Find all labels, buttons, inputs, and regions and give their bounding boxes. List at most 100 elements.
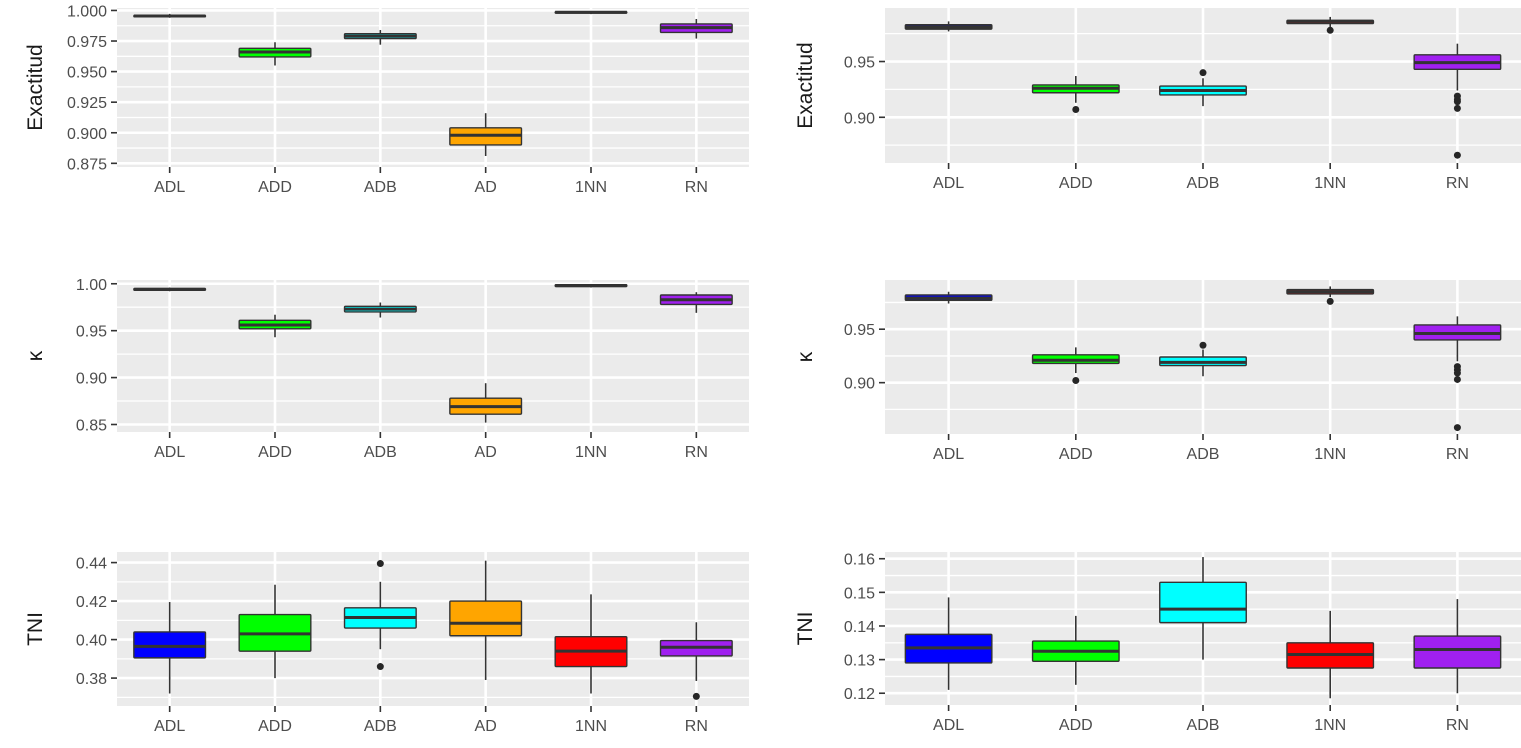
- x-tick-label: ADB: [1187, 717, 1220, 734]
- x-tick-label: ADD: [258, 179, 292, 196]
- y-tick-label: 0.900: [67, 126, 107, 143]
- box-ADD: [238, 584, 312, 679]
- y-tick-label: 0.13: [844, 653, 875, 670]
- x-tick-label: ADL: [933, 175, 964, 192]
- x-tick-label: RN: [685, 179, 708, 196]
- outlier-point: [1453, 151, 1461, 159]
- y-tick-label: 0.90: [76, 371, 107, 388]
- box-ADL: [133, 13, 207, 18]
- box-1NN: [554, 283, 628, 288]
- box-ADD: [1031, 347, 1120, 385]
- box-ADD: [238, 314, 312, 338]
- x-tick-label: AD: [475, 179, 497, 196]
- box-AD: [449, 560, 523, 681]
- x-tick-label: ADB: [1187, 175, 1220, 192]
- box-RN: [659, 292, 733, 313]
- box-1NN: [1286, 286, 1375, 305]
- box-ADB: [1159, 69, 1247, 107]
- panel-background: [117, 552, 749, 706]
- panel-6: 0.12 0.13 0.14 0.15 0.16 ADL ADD ADB 1NN RN TNI: [794, 552, 1521, 734]
- y-tick-label: 0.12: [844, 686, 875, 703]
- box-ADL: [133, 287, 207, 292]
- outlier-point: [376, 663, 384, 671]
- box-1NN: [554, 594, 628, 694]
- y-tick-label: 0.875: [67, 156, 107, 173]
- x-tick-label: RN: [685, 444, 708, 461]
- y-tick-label: 1.000: [67, 3, 107, 20]
- box-1NN: [1286, 16, 1375, 34]
- y-axis-title: TNI: [24, 612, 47, 646]
- box-AD: [449, 113, 523, 156]
- y-tick-label: 0.90: [844, 376, 875, 393]
- x-tick-label: ADB: [364, 179, 397, 196]
- y-axis-title: κ: [24, 350, 47, 361]
- y-tick-label: 0.15: [844, 585, 875, 602]
- outlier-point: [1199, 69, 1207, 77]
- x-tick-label: ADB: [1187, 446, 1220, 463]
- panel-2: 0.90 0.95 ADL ADD ADB 1NN RN Exactitud: [794, 8, 1521, 192]
- box-ADB: [1159, 557, 1247, 660]
- box-iqr: [1159, 581, 1247, 624]
- y-tick-label: 0.95: [844, 322, 875, 339]
- x-tick-label: AD: [475, 718, 497, 735]
- outlier-point: [1326, 26, 1334, 34]
- box-AD: [449, 383, 523, 423]
- y-tick-label: 0.85: [76, 417, 107, 434]
- x-tick-label: ADD: [1059, 175, 1093, 192]
- outlier-point: [1072, 105, 1080, 113]
- y-tick-label: 0.90: [844, 110, 875, 127]
- x-tick-label: RN: [1446, 446, 1469, 463]
- x-tick-label: AD: [475, 444, 497, 461]
- y-axis-title: κ: [794, 351, 817, 362]
- y-tick-label: 0.950: [67, 65, 107, 82]
- box-iqr: [1413, 635, 1502, 669]
- x-tick-label: ADL: [154, 444, 185, 461]
- x-tick-label: ADB: [364, 444, 397, 461]
- y-axis-title: TNI: [794, 612, 817, 646]
- panel-1: 0.875 0.900 0.925 0.950 0.975 1.000 ADL ADD ADB A…: [24, 3, 749, 196]
- outlier-point: [1453, 104, 1461, 112]
- outlier-point: [692, 692, 700, 700]
- panel-3: 0.85 0.90 0.95 1.00 ADL ADD ADB AD 1NN RN κ: [24, 277, 749, 461]
- box-iqr: [449, 600, 523, 637]
- box-ADL: [904, 597, 993, 690]
- outlier-point: [1072, 377, 1080, 385]
- outlier-point: [1453, 375, 1461, 383]
- box-RN: [659, 19, 733, 39]
- x-tick-label: 1NN: [575, 444, 607, 461]
- y-tick-label: 0.40: [76, 633, 107, 650]
- x-tick-label: 1NN: [1314, 717, 1346, 734]
- y-tick-label: 0.42: [76, 594, 107, 611]
- y-tick-label: 0.44: [76, 556, 107, 573]
- box-ADB: [343, 30, 417, 45]
- x-tick-label: ADL: [154, 718, 185, 735]
- box-1NN: [1286, 610, 1375, 699]
- box-ADD: [1031, 615, 1120, 685]
- box-ADL: [904, 21, 993, 32]
- panel-4: 0.90 0.95 ADL ADD ADB 1NN RN κ: [794, 280, 1521, 463]
- outlier-point: [1453, 98, 1461, 106]
- y-axis-title: Exactitud: [794, 42, 817, 128]
- box-RN: [1413, 599, 1502, 694]
- box-ADL: [133, 602, 207, 694]
- box-1NN: [554, 10, 628, 15]
- outlier-point: [376, 560, 384, 568]
- outlier-point: [1453, 369, 1461, 377]
- outlier-point: [1199, 341, 1207, 349]
- box-ADB: [343, 302, 417, 318]
- x-tick-label: ADB: [364, 718, 397, 735]
- x-tick-label: 1NN: [1314, 446, 1346, 463]
- x-tick-label: ADL: [154, 179, 185, 196]
- box-RN: [659, 622, 733, 700]
- box-ADL: [904, 291, 993, 304]
- y-tick-label: 0.38: [76, 671, 107, 688]
- x-tick-label: ADL: [933, 446, 964, 463]
- x-tick-label: 1NN: [575, 718, 607, 735]
- box-ADD: [238, 42, 312, 66]
- outlier-point: [1326, 297, 1334, 305]
- box-ADB: [343, 560, 417, 671]
- y-tick-label: 0.925: [67, 95, 107, 112]
- y-tick-label: 0.16: [844, 552, 875, 569]
- y-tick-label: 0.95: [844, 55, 875, 72]
- x-tick-label: RN: [685, 718, 708, 735]
